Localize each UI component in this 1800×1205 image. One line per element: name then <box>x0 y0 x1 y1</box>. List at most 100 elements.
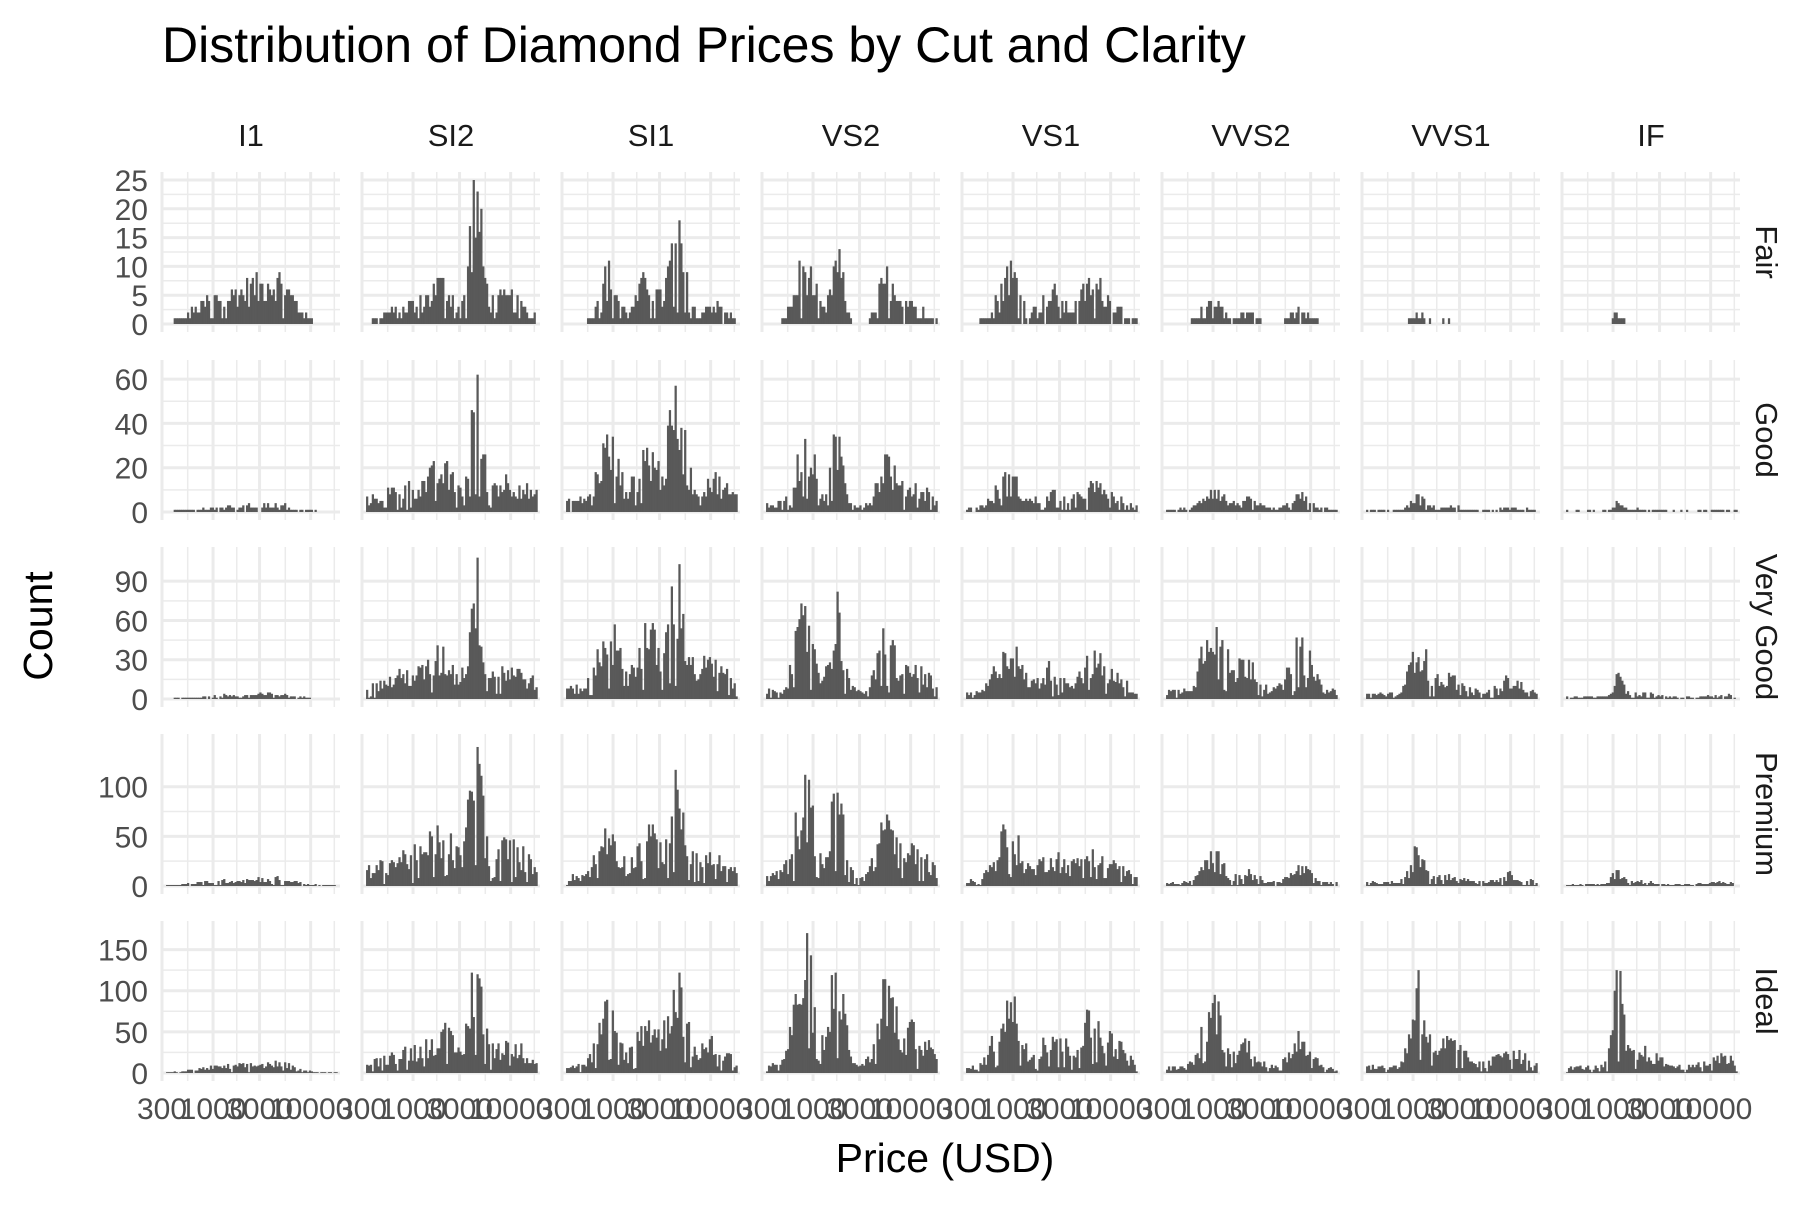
histogram-bar <box>280 885 283 886</box>
histogram-bar <box>381 318 384 324</box>
histogram-bar <box>1074 507 1077 512</box>
histogram-bar <box>1625 693 1628 699</box>
histogram-bar <box>990 500 994 512</box>
histogram-bar <box>1369 1069 1373 1073</box>
histogram-bar <box>598 483 601 512</box>
histogram-bar <box>514 312 517 324</box>
histogram-bar <box>636 492 639 512</box>
histogram-bar <box>823 306 826 324</box>
histogram-bar <box>1055 295 1058 324</box>
histogram-bar <box>1025 318 1028 324</box>
histogram-bar <box>485 1028 489 1073</box>
histogram-bar <box>535 687 538 699</box>
histogram-bar <box>891 997 894 1073</box>
histogram-bar <box>373 318 376 324</box>
histogram-bar <box>1379 884 1382 886</box>
histogram-bar <box>703 312 706 324</box>
histogram-bar <box>678 449 681 512</box>
histogram-bar <box>906 666 910 699</box>
histogram-bar <box>1293 874 1296 886</box>
histogram-bar <box>819 300 822 324</box>
histogram-bar <box>977 692 980 699</box>
histogram-bar <box>790 306 794 324</box>
y-tick-label: 0 <box>131 1058 148 1091</box>
histogram-bar <box>1127 692 1131 699</box>
histogram-bar <box>449 474 453 512</box>
histogram-bar <box>1101 1045 1104 1073</box>
histogram-bar <box>895 483 898 512</box>
histogram-bar <box>1676 884 1679 886</box>
histogram-bar <box>689 1067 693 1073</box>
histogram-bar <box>1234 318 1237 324</box>
histogram-bar <box>870 312 873 324</box>
histogram-bar <box>1604 884 1607 886</box>
histogram-bar <box>813 856 816 886</box>
histogram-bar <box>1392 883 1395 886</box>
histogram-bar <box>1215 498 1218 512</box>
histogram-bar <box>844 483 847 512</box>
histogram-bar <box>1512 507 1515 512</box>
histogram-bar <box>699 674 702 699</box>
facet-panel <box>1160 734 1340 894</box>
histogram-bar <box>720 871 723 886</box>
histogram-bar <box>766 876 769 886</box>
histogram-bar <box>785 687 788 699</box>
histogram-bar <box>257 877 260 886</box>
histogram-bar <box>866 1056 870 1073</box>
histogram-bar <box>663 864 666 886</box>
histogram-bar <box>1727 509 1731 512</box>
histogram-bar <box>1009 658 1013 699</box>
histogram-bar <box>1289 1058 1293 1073</box>
histogram-bar <box>1668 885 1672 886</box>
histogram-bar <box>1047 1066 1051 1073</box>
histogram-bar <box>1202 1063 1205 1073</box>
histogram-bar <box>912 1021 915 1073</box>
histogram-bar <box>1588 509 1592 512</box>
histogram-bar <box>884 829 887 886</box>
histogram-bar <box>1647 509 1651 512</box>
histogram-bar <box>1379 1066 1382 1073</box>
histogram-bar <box>680 987 683 1073</box>
histogram-bar <box>925 1049 929 1073</box>
histogram-bar <box>1415 312 1418 324</box>
histogram-bar <box>1074 300 1077 324</box>
histogram-bar <box>1240 507 1243 512</box>
histogram-bar <box>1390 881 1394 886</box>
histogram-bar <box>295 1071 298 1073</box>
histogram-bar <box>449 306 453 324</box>
histogram-bar <box>1415 847 1418 886</box>
histogram-bar <box>1042 678 1045 699</box>
histogram-bar <box>1053 283 1056 324</box>
histogram-bar <box>1055 1039 1058 1073</box>
histogram-bar <box>423 306 426 324</box>
histogram-bar <box>247 880 251 886</box>
histogram-bar <box>1316 881 1319 886</box>
histogram-bar <box>1125 680 1129 699</box>
histogram-bar <box>285 509 289 512</box>
histogram-bar <box>512 675 515 699</box>
histogram-bar <box>466 478 470 512</box>
histogram-bar <box>859 878 862 886</box>
histogram-bar <box>1021 500 1024 512</box>
histogram-bar <box>1440 880 1443 886</box>
histogram-bar <box>846 1025 849 1073</box>
histogram-bar <box>1621 318 1624 324</box>
histogram-bar <box>1451 878 1454 886</box>
facet-panel <box>960 547 1140 707</box>
histogram-bar <box>451 664 454 699</box>
histogram-bar <box>265 1066 268 1073</box>
histogram-bar <box>1306 1054 1310 1073</box>
histogram-bar <box>417 489 420 512</box>
histogram-bar <box>1125 318 1129 324</box>
histogram-bar <box>1026 500 1030 512</box>
histogram-bar <box>1116 1059 1119 1073</box>
histogram-bar <box>1194 318 1197 324</box>
histogram-bar <box>179 1072 182 1073</box>
histogram-bar <box>826 295 830 324</box>
histogram-bar <box>1085 283 1089 324</box>
histogram-bar <box>398 1059 401 1073</box>
histogram-bar <box>1710 882 1713 886</box>
histogram-bar <box>1642 509 1645 512</box>
histogram-bar <box>680 427 683 512</box>
histogram-bar <box>594 864 597 886</box>
